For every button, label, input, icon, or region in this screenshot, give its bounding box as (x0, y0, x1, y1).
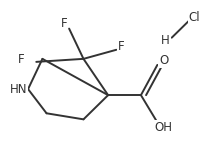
Text: O: O (159, 54, 168, 67)
Text: Cl: Cl (188, 11, 200, 24)
Text: OH: OH (155, 121, 172, 134)
Text: F: F (17, 53, 24, 66)
Text: F: F (61, 17, 67, 30)
Text: HN: HN (10, 83, 28, 96)
Text: F: F (118, 40, 125, 53)
Text: H: H (161, 34, 170, 47)
